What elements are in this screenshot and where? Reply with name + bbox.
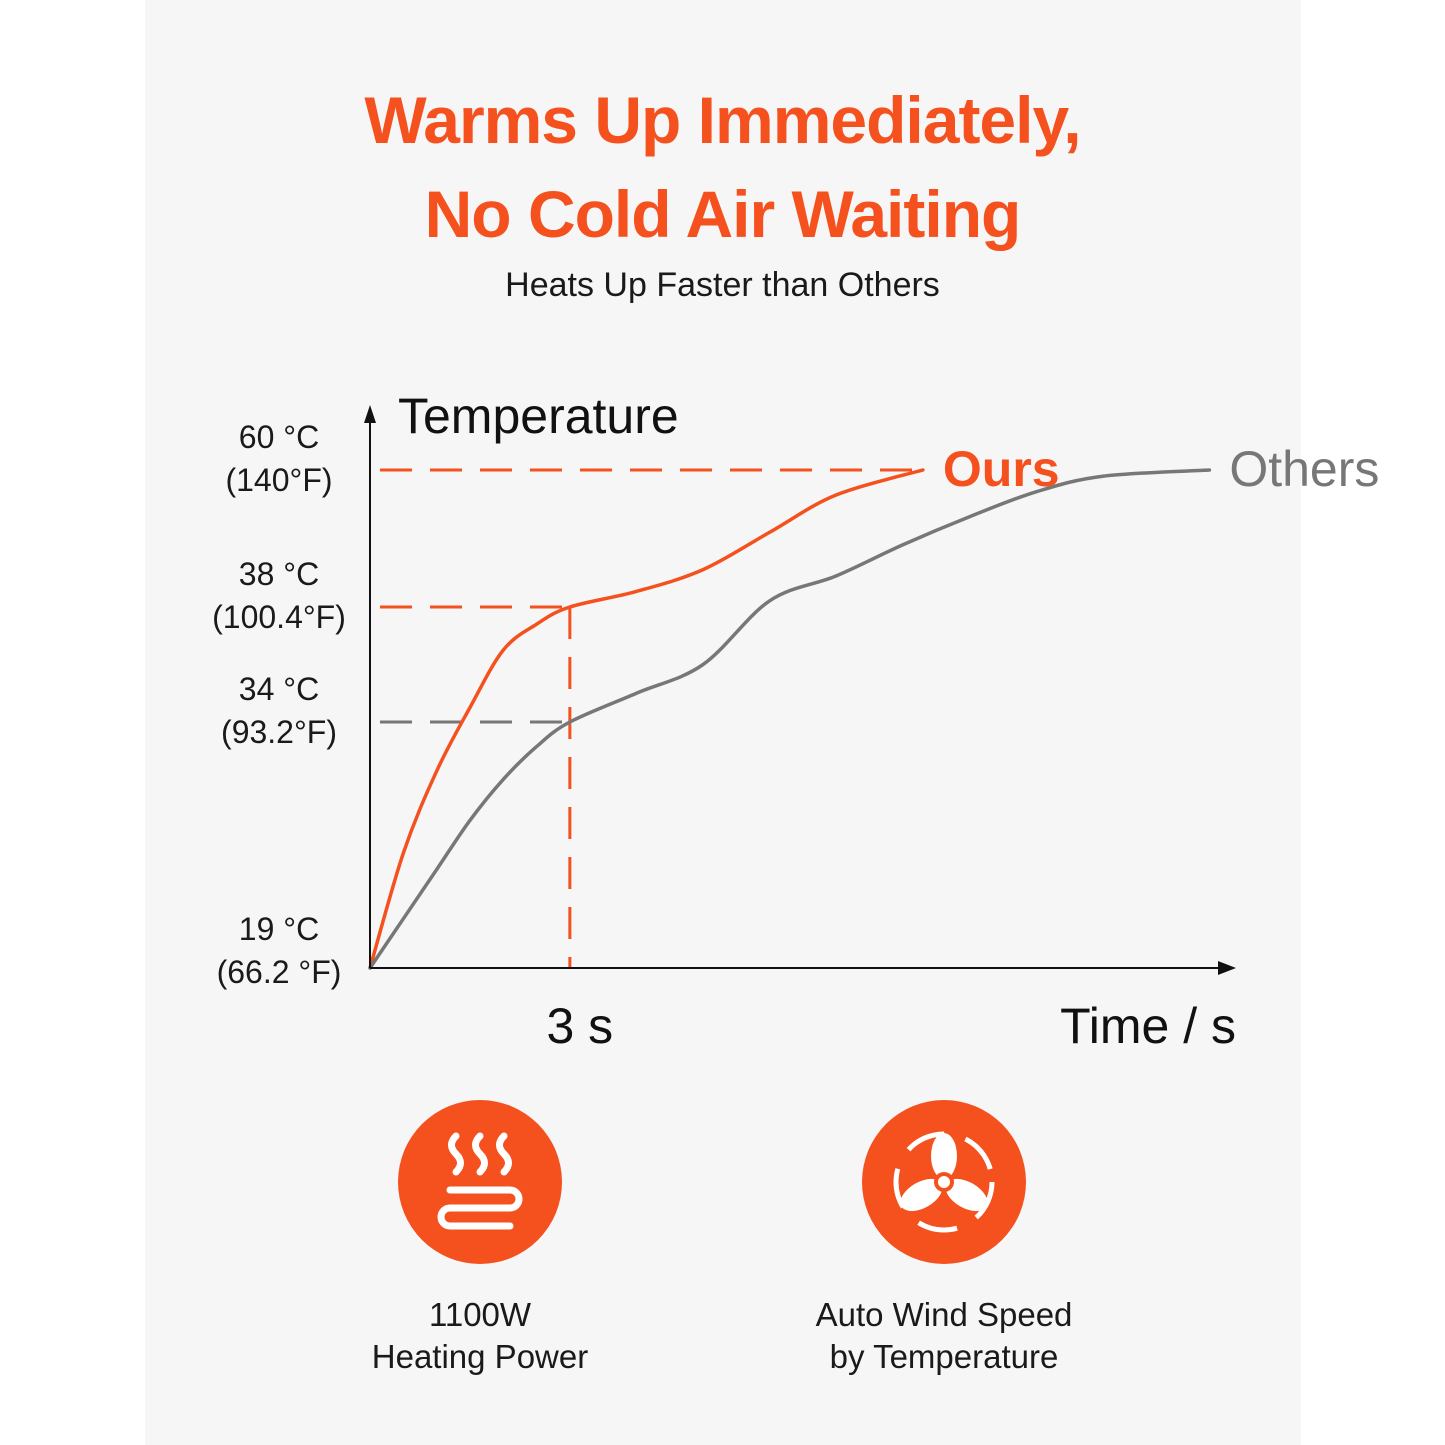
feature-wind-line1: Auto Wind Speed	[815, 1296, 1073, 1333]
x-axis-title: Time / s	[1060, 998, 1236, 1054]
y-tick-labels: 19 °C (66.2 °F) 34 °C (93.2°F) 38 °C (100.4°F…	[212, 419, 346, 990]
y-tick-celsius-3: 60 °C	[239, 419, 319, 455]
y-tick-celsius-2: 38 °C	[239, 556, 319, 592]
x-axis-arrow	[1218, 961, 1236, 975]
feature-heating-line1: 1100W	[428, 1296, 532, 1333]
heat-waves-icon	[398, 1100, 562, 1264]
axes	[364, 405, 1236, 975]
headline-line-2: No Cold Air Waiting	[424, 177, 1022, 251]
feature-wind-line2: by Temperature	[829, 1338, 1059, 1375]
y-tick-fahrenheit-0: (66.2 °F)	[217, 954, 342, 990]
y-tick-fahrenheit-1: (93.2°F)	[221, 714, 337, 750]
subtitle: Heats Up Faster than Others	[505, 266, 940, 304]
y-tick-fahrenheit-2: (100.4°F)	[212, 599, 346, 635]
series-line-ours	[368, 468, 925, 970]
x-tick-label-0: 3 s	[546, 998, 613, 1054]
x-tick-labels: 3 s	[546, 998, 613, 1054]
feature-auto-wind: Auto Wind Speed by Temperature	[744, 1100, 1144, 1378]
feature-heating-power: 1100W Heating Power	[280, 1100, 680, 1378]
series-lines	[368, 468, 1212, 970]
series-label-ours: Ours	[943, 441, 1060, 497]
y-tick-fahrenheit-3: (140°F)	[225, 462, 332, 498]
series-labels: Ours Others	[943, 441, 1380, 497]
feature-heating-line2: Heating Power	[371, 1338, 589, 1375]
content-panel	[145, 0, 1301, 1445]
y-tick-celsius-0: 19 °C	[239, 911, 319, 947]
fan-icon	[862, 1100, 1026, 1264]
y-axis-title: Temperature	[398, 388, 679, 444]
series-line-others	[368, 468, 1212, 970]
reference-lines	[380, 468, 923, 968]
headline-line-1: Warms Up Immediately,	[364, 83, 1081, 157]
series-label-others: Others	[1229, 441, 1379, 497]
y-axis-arrow	[364, 405, 376, 423]
y-tick-celsius-1: 34 °C	[239, 671, 319, 707]
